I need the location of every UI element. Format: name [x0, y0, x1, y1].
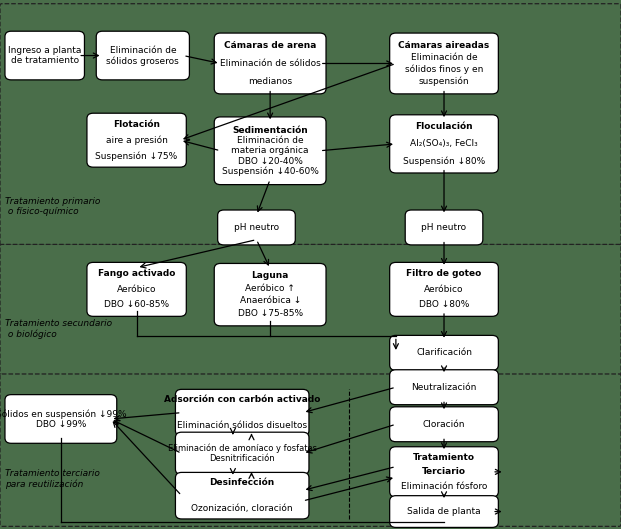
Text: Suspensión ↓80%: Suspensión ↓80%: [403, 156, 485, 166]
FancyBboxPatch shape: [390, 446, 498, 497]
Text: Ingreso a planta
de tratamiento: Ingreso a planta de tratamiento: [8, 46, 81, 65]
FancyBboxPatch shape: [214, 263, 326, 326]
Text: Terciario: Terciario: [422, 467, 466, 477]
FancyBboxPatch shape: [390, 115, 498, 173]
FancyBboxPatch shape: [390, 33, 498, 94]
FancyBboxPatch shape: [87, 262, 186, 316]
Text: Eliminación de
sólidos groseros: Eliminación de sólidos groseros: [106, 45, 179, 66]
Text: DBO ↓75-85%: DBO ↓75-85%: [238, 309, 302, 318]
FancyBboxPatch shape: [390, 370, 498, 405]
FancyBboxPatch shape: [0, 4, 621, 245]
Text: suspensión: suspensión: [419, 77, 469, 86]
Text: Suspensión ↓40-60%: Suspensión ↓40-60%: [222, 167, 319, 176]
Text: Eliminación fósforo: Eliminación fósforo: [401, 481, 487, 491]
Text: Eliminación de amoníaco y fosfatos
Desnitrificación: Eliminación de amoníaco y fosfatos Desni…: [168, 443, 317, 463]
Text: Al₂(SO₄)₃, FeCl₃: Al₂(SO₄)₃, FeCl₃: [410, 139, 478, 149]
Text: Tratamiento terciario
para reutilización: Tratamiento terciario para reutilización: [5, 469, 100, 489]
Text: Cámaras de arena: Cámaras de arena: [224, 41, 316, 50]
FancyBboxPatch shape: [175, 472, 309, 519]
Text: aire a presión: aire a presión: [106, 135, 168, 145]
FancyBboxPatch shape: [405, 210, 483, 245]
FancyBboxPatch shape: [175, 389, 309, 436]
Text: Desinfección: Desinfección: [209, 478, 275, 487]
Text: Ozonización, cloración: Ozonización, cloración: [191, 504, 293, 513]
Text: Filtro de goteo: Filtro de goteo: [406, 269, 482, 278]
FancyBboxPatch shape: [390, 407, 498, 442]
Text: Floculación: Floculación: [415, 122, 473, 131]
FancyBboxPatch shape: [0, 374, 621, 526]
Text: pH neutro: pH neutro: [234, 223, 279, 232]
Text: Eliminación de: Eliminación de: [237, 136, 304, 145]
Text: materia orgánica: materia orgánica: [232, 146, 309, 156]
Text: Cámaras aireadas: Cámaras aireadas: [399, 41, 489, 50]
Text: Aeróbico: Aeróbico: [424, 285, 464, 294]
FancyBboxPatch shape: [5, 395, 117, 443]
FancyBboxPatch shape: [96, 31, 189, 80]
FancyBboxPatch shape: [214, 117, 326, 185]
Text: Laguna: Laguna: [252, 271, 289, 280]
FancyBboxPatch shape: [214, 33, 326, 94]
Text: Tratamiento primario
 o físico-químico: Tratamiento primario o físico-químico: [5, 197, 101, 216]
Text: Eliminación sólidos disueltos: Eliminación sólidos disueltos: [177, 421, 307, 430]
Text: Anaeróbica ↓: Anaeróbica ↓: [240, 296, 301, 305]
Text: medianos: medianos: [248, 77, 292, 86]
Text: DBO ↓20-40%: DBO ↓20-40%: [238, 157, 302, 166]
FancyBboxPatch shape: [390, 335, 498, 370]
Text: Sedimentación: Sedimentación: [232, 126, 308, 135]
FancyBboxPatch shape: [175, 432, 309, 475]
Text: Flotación: Flotación: [113, 120, 160, 129]
Text: Tratamiento: Tratamiento: [413, 453, 475, 462]
Text: Aeróbico: Aeróbico: [117, 285, 156, 294]
FancyBboxPatch shape: [217, 210, 296, 245]
Text: DBO ↓80%: DBO ↓80%: [419, 300, 469, 309]
FancyBboxPatch shape: [0, 244, 621, 375]
FancyBboxPatch shape: [390, 496, 498, 527]
Text: Eliminación de: Eliminación de: [410, 53, 478, 62]
Text: Tratamiento secundario
 o biológico: Tratamiento secundario o biológico: [5, 319, 112, 339]
Text: Sólidos en suspensión ↓99%
DBO ↓99%: Sólidos en suspensión ↓99% DBO ↓99%: [0, 409, 126, 429]
Text: DBO ↓60-85%: DBO ↓60-85%: [104, 300, 169, 309]
Text: Salida de planta: Salida de planta: [407, 507, 481, 516]
Text: Aeróbico ↑: Aeróbico ↑: [245, 284, 295, 293]
Text: Adsorción con carbón activado: Adsorción con carbón activado: [164, 395, 320, 404]
Text: Clarificación: Clarificación: [416, 348, 472, 358]
Text: sólidos finos y en: sólidos finos y en: [405, 65, 483, 74]
Text: Suspensión ↓75%: Suspensión ↓75%: [96, 151, 178, 160]
FancyBboxPatch shape: [87, 113, 186, 167]
Text: Neutralización: Neutralización: [411, 382, 477, 392]
FancyBboxPatch shape: [390, 262, 498, 316]
Text: Fango activado: Fango activado: [98, 269, 175, 278]
Text: pH neutro: pH neutro: [422, 223, 466, 232]
Text: Eliminación de sólidos: Eliminación de sólidos: [220, 59, 320, 68]
Text: Cloración: Cloración: [423, 419, 465, 429]
FancyBboxPatch shape: [5, 31, 84, 80]
